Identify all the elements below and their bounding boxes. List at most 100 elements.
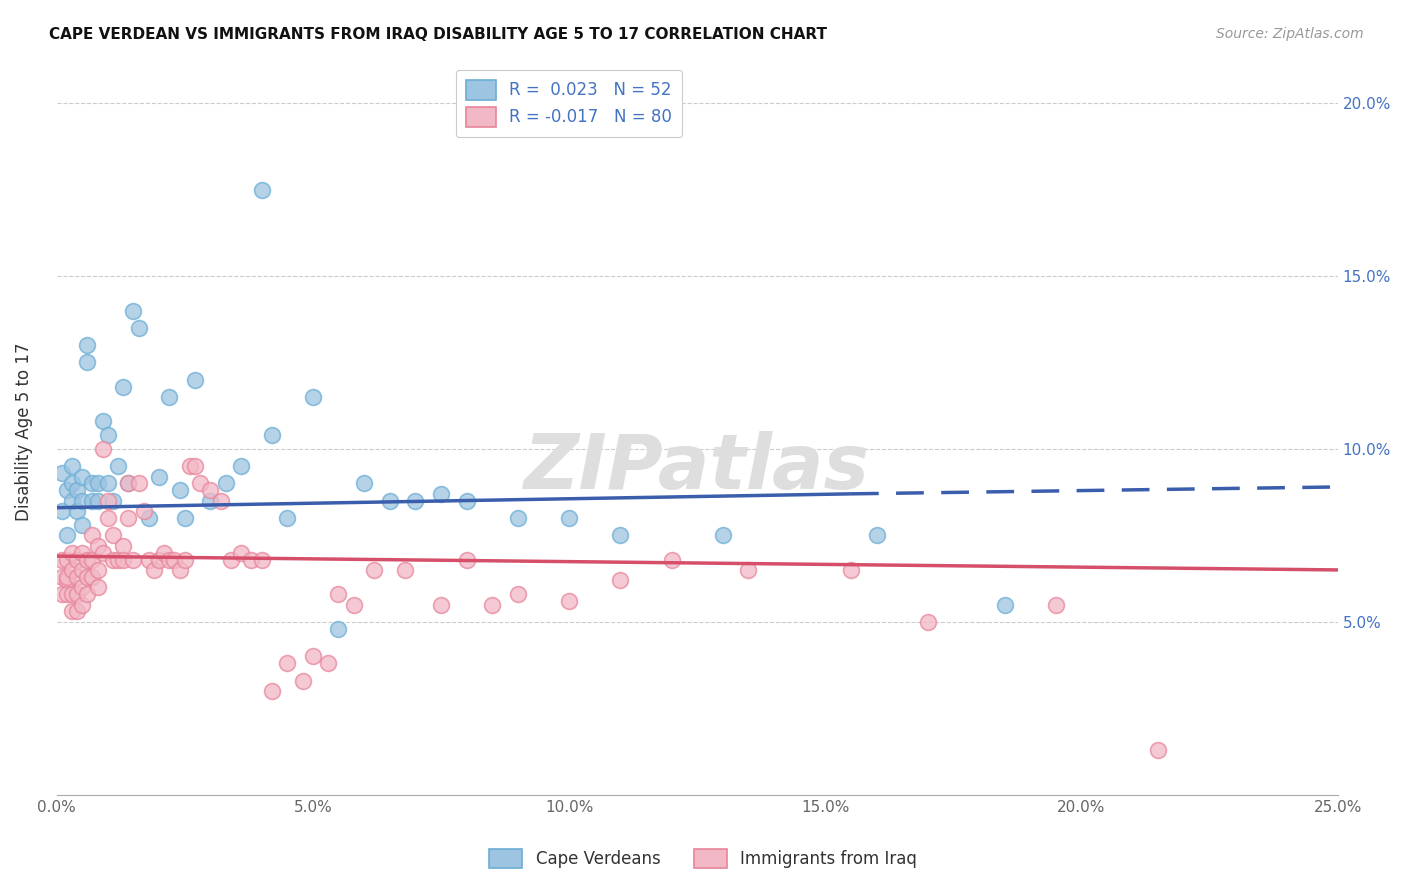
Point xyxy=(200,493,222,508)
Point xyxy=(86,580,108,594)
Legend: Cape Verdeans, Immigrants from Iraq: Cape Verdeans, Immigrants from Iraq xyxy=(482,842,924,875)
Point xyxy=(70,580,93,594)
Point xyxy=(184,373,207,387)
Point xyxy=(157,552,180,566)
Point xyxy=(456,493,478,508)
Point xyxy=(839,563,862,577)
Point xyxy=(229,459,252,474)
Point xyxy=(132,504,155,518)
Point xyxy=(250,552,273,566)
Point xyxy=(1147,743,1170,757)
Point xyxy=(173,552,195,566)
Y-axis label: Disability Age 5 to 17: Disability Age 5 to 17 xyxy=(15,343,32,521)
Point xyxy=(101,528,124,542)
Point xyxy=(456,552,478,566)
Point xyxy=(86,539,108,553)
Point xyxy=(70,563,93,577)
Point xyxy=(138,552,160,566)
Point xyxy=(157,390,180,404)
Point xyxy=(184,459,207,474)
Point xyxy=(117,476,139,491)
Point xyxy=(394,563,416,577)
Point xyxy=(219,552,242,566)
Point xyxy=(117,511,139,525)
Point xyxy=(117,476,139,491)
Point xyxy=(101,493,124,508)
Point xyxy=(70,469,93,483)
Point xyxy=(51,504,73,518)
Point xyxy=(86,563,108,577)
Point xyxy=(737,563,759,577)
Point xyxy=(179,459,201,474)
Point xyxy=(316,657,339,671)
Point xyxy=(56,587,79,601)
Point xyxy=(122,303,145,318)
Point xyxy=(70,546,93,560)
Point xyxy=(76,570,98,584)
Point xyxy=(76,355,98,369)
Point xyxy=(60,459,83,474)
Point xyxy=(91,414,114,428)
Point xyxy=(1045,598,1067,612)
Point xyxy=(138,511,160,525)
Point xyxy=(70,518,93,533)
Point xyxy=(56,483,79,498)
Legend: R =  0.023   N = 52, R = -0.017   N = 80: R = 0.023 N = 52, R = -0.017 N = 80 xyxy=(456,70,682,137)
Point xyxy=(363,563,385,577)
Point xyxy=(163,552,186,566)
Point xyxy=(994,598,1017,612)
Point xyxy=(60,604,83,618)
Point xyxy=(82,552,104,566)
Point xyxy=(200,483,222,498)
Point xyxy=(430,487,453,501)
Point xyxy=(128,476,150,491)
Point xyxy=(56,574,79,588)
Point xyxy=(66,604,89,618)
Point xyxy=(661,552,683,566)
Point xyxy=(82,528,104,542)
Text: ZIPatlas: ZIPatlas xyxy=(524,431,870,505)
Point xyxy=(91,442,114,456)
Point xyxy=(112,552,135,566)
Point xyxy=(188,476,211,491)
Point xyxy=(112,539,135,553)
Point xyxy=(97,493,120,508)
Point xyxy=(60,476,83,491)
Point xyxy=(97,511,120,525)
Point xyxy=(82,493,104,508)
Point xyxy=(51,466,73,480)
Point xyxy=(328,622,350,636)
Point xyxy=(51,570,73,584)
Point xyxy=(60,493,83,508)
Point xyxy=(865,528,887,542)
Point xyxy=(56,552,79,566)
Point xyxy=(404,493,426,508)
Point xyxy=(148,469,170,483)
Point xyxy=(66,570,89,584)
Point xyxy=(56,570,79,584)
Point xyxy=(66,552,89,566)
Point xyxy=(917,615,939,629)
Point xyxy=(609,574,631,588)
Point xyxy=(60,563,83,577)
Point xyxy=(66,483,89,498)
Point xyxy=(76,338,98,352)
Point xyxy=(229,546,252,560)
Point xyxy=(260,684,283,698)
Point xyxy=(328,587,350,601)
Point xyxy=(97,476,120,491)
Point xyxy=(276,657,298,671)
Point xyxy=(122,552,145,566)
Point xyxy=(66,504,89,518)
Point xyxy=(506,587,529,601)
Point xyxy=(169,483,191,498)
Point xyxy=(430,598,453,612)
Text: Source: ZipAtlas.com: Source: ZipAtlas.com xyxy=(1216,27,1364,41)
Point xyxy=(143,563,166,577)
Point xyxy=(343,598,366,612)
Point xyxy=(250,182,273,196)
Point xyxy=(302,390,325,404)
Point xyxy=(107,552,129,566)
Point xyxy=(240,552,263,566)
Point xyxy=(153,546,176,560)
